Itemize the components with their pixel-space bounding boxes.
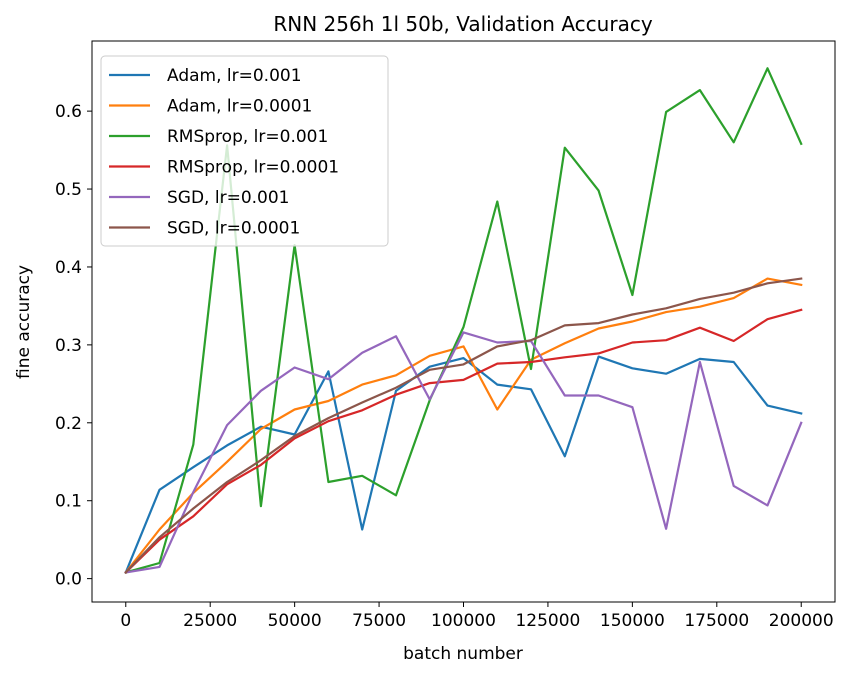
- x-tick-label: 75000: [352, 611, 406, 631]
- x-tick-label: 100000: [431, 611, 496, 631]
- y-tick-label: 0.2: [55, 414, 82, 434]
- legend-label: SGD, lr=0.001: [167, 188, 290, 208]
- legend-entry: RMSprop, lr=0.0001: [109, 158, 339, 178]
- x-tick-label: 25000: [183, 611, 237, 631]
- x-tick-label: 175000: [684, 611, 749, 631]
- legend-label: RMSprop, lr=0.0001: [167, 158, 339, 178]
- y-tick-label: 0.1: [55, 492, 82, 512]
- x-tick-label: 125000: [515, 611, 580, 631]
- legend-entry: RMSprop, lr=0.001: [109, 127, 328, 147]
- series-line-2: [124, 277, 803, 574]
- legend-label: SGD, lr=0.0001: [167, 219, 300, 239]
- x-tick-label: 200000: [769, 611, 834, 631]
- x-tick-label: 0: [120, 611, 131, 631]
- chart-title: RNN 256h 1l 50b, Validation Accuracy: [273, 12, 652, 36]
- legend-entry: Adam, lr=0.001: [109, 66, 302, 86]
- series-layer: [124, 67, 803, 574]
- legend-entry: Adam, lr=0.0001: [109, 97, 312, 117]
- y-axis: 0.0 0.1 0.2 0.3 0.4 0.5 0.6: [55, 102, 92, 590]
- legend-entry: SGD, lr=0.0001: [109, 219, 300, 239]
- y-tick-label: 0.3: [55, 336, 82, 356]
- series-line-3: [124, 67, 803, 574]
- legend: Adam, lr=0.001 Adam, lr=0.0001 RMSprop, lr…: [100, 55, 389, 247]
- x-axis-label: batch number: [403, 644, 523, 664]
- y-axis-label: fine accuracy: [14, 265, 34, 379]
- y-tick-label: 0.5: [55, 180, 82, 200]
- y-tick-label: 0.4: [55, 258, 82, 278]
- legend-entries: Adam, lr=0.001 Adam, lr=0.0001 RMSprop, lr…: [109, 66, 339, 239]
- y-tick-label: 0.0: [55, 570, 82, 590]
- series-line-6: [124, 277, 803, 574]
- series-line-4: [124, 308, 803, 574]
- x-tick-label: 150000: [600, 611, 665, 631]
- legend-label: Adam, lr=0.001: [167, 66, 302, 86]
- x-axis: 0 25000 50000 75000 100000 125000 150000 175000…: [120, 602, 834, 631]
- legend-entry: SGD, lr=0.001: [109, 188, 290, 208]
- legend-label: RMSprop, lr=0.001: [167, 127, 328, 147]
- series-line-5: [124, 331, 803, 574]
- x-tick-label: 50000: [268, 611, 322, 631]
- series-line-1: [124, 355, 803, 574]
- y-tick-label: 0.6: [55, 102, 82, 122]
- legend-box: [100, 55, 389, 247]
- legend-label: Adam, lr=0.0001: [167, 97, 312, 117]
